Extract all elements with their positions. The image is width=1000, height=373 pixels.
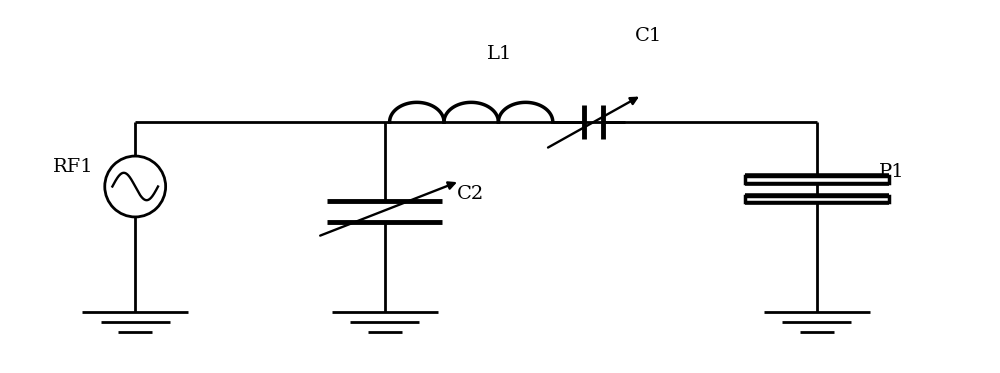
Text: C1: C1 [635, 27, 662, 45]
Text: RF1: RF1 [52, 158, 93, 176]
Text: P1: P1 [879, 163, 905, 181]
Bar [745, 176, 889, 182]
Text: C2: C2 [457, 185, 484, 203]
Bar [745, 196, 889, 202]
Text: L1: L1 [487, 45, 513, 63]
